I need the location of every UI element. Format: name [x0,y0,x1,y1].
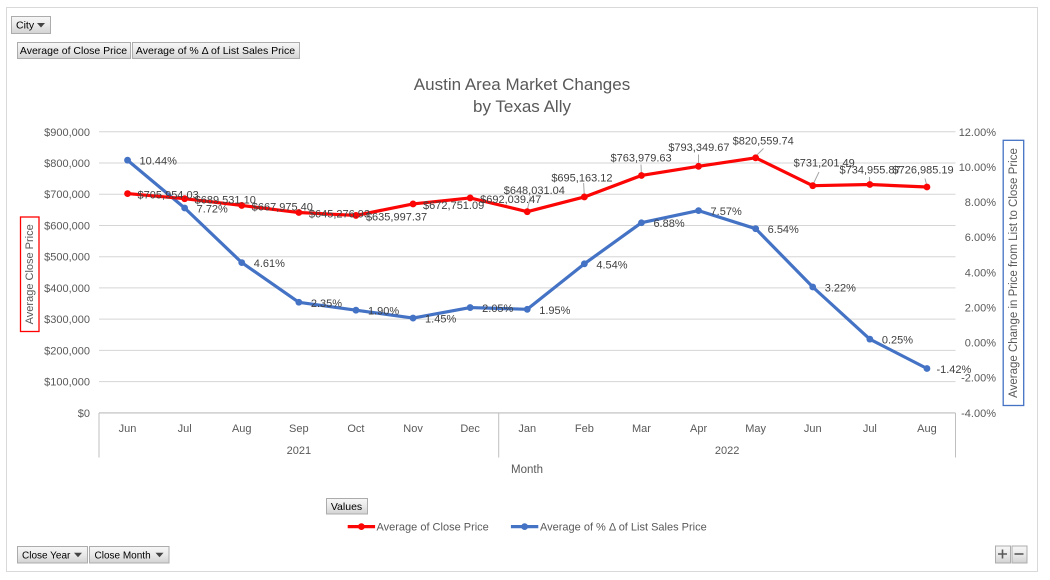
svg-text:1.95%: 1.95% [539,305,570,317]
svg-text:Jun: Jun [119,423,137,435]
svg-text:Average Close Price: Average Close Price [24,224,36,324]
svg-text:$734,955.87: $734,955.87 [840,165,901,177]
svg-text:12.00%: 12.00% [959,127,997,139]
svg-text:2.05%: 2.05% [482,303,513,315]
svg-text:2021: 2021 [287,445,311,457]
svg-text:City: City [16,20,35,32]
svg-text:2.00%: 2.00% [965,302,996,314]
svg-text:Average of % Δ of List Sales P: Average of % Δ of List Sales Price [540,522,707,534]
svg-text:$500,000: $500,000 [44,252,90,264]
svg-text:4.54%: 4.54% [596,259,627,271]
svg-text:Average of Close Price: Average of Close Price [377,522,489,534]
svg-text:$0: $0 [78,408,90,420]
svg-text:$648,031.04: $648,031.04 [504,185,565,197]
svg-text:Jul: Jul [178,423,192,435]
svg-text:Jan: Jan [518,423,536,435]
svg-text:$820,559.74: $820,559.74 [733,136,794,148]
svg-text:$692,039.47: $692,039.47 [480,194,541,206]
svg-text:Close Year: Close Year [22,550,71,561]
svg-text:Feb: Feb [575,423,594,435]
svg-text:6.88%: 6.88% [653,218,684,230]
svg-text:1.45%: 1.45% [425,314,456,326]
svg-text:1.90%: 1.90% [368,306,399,318]
svg-text:Average of Close Price: Average of Close Price [20,45,127,57]
svg-text:Values: Values [331,501,362,513]
svg-text:$695,163.12: $695,163.12 [551,173,612,185]
svg-text:0.00%: 0.00% [965,338,996,350]
svg-text:$689,531.10: $689,531.10 [195,195,256,207]
svg-text:$667,975.40: $667,975.40 [252,201,313,213]
svg-text:Oct: Oct [347,423,364,435]
svg-text:$635,997.37: $635,997.37 [366,211,427,223]
svg-text:-1.42%: -1.42% [936,364,971,376]
svg-text:$400,000: $400,000 [44,283,90,295]
svg-text:10.00%: 10.00% [959,162,997,174]
svg-text:$700,000: $700,000 [44,189,90,201]
svg-text:-2.00%: -2.00% [961,373,996,385]
svg-text:$726,985.19: $726,985.19 [893,165,954,177]
svg-text:-4.00%: -4.00% [961,408,996,420]
svg-text:Nov: Nov [403,423,423,435]
svg-text:$645,276.93: $645,276.93 [309,209,370,221]
svg-text:0.25%: 0.25% [882,335,913,347]
svg-text:4.61%: 4.61% [254,258,285,270]
svg-text:$200,000: $200,000 [44,345,90,357]
svg-text:2022: 2022 [715,445,739,457]
svg-text:7.72%: 7.72% [197,203,228,215]
svg-text:$300,000: $300,000 [44,314,90,326]
svg-text:Aug: Aug [232,423,252,435]
svg-text:Austin Area Market Changes: Austin Area Market Changes [414,75,630,94]
svg-text:Mar: Mar [632,423,651,435]
svg-text:8.00%: 8.00% [965,197,996,209]
svg-text:$672,751.09: $672,751.09 [423,200,484,212]
svg-text:$731,201.49: $731,201.49 [794,157,855,169]
svg-text:by Texas Ally: by Texas Ally [473,97,571,116]
svg-text:Average Change in Price from L: Average Change in Price from List to Clo… [1008,148,1020,398]
svg-text:10.44%: 10.44% [140,156,178,168]
svg-text:$705,954.03: $705,954.03 [138,190,199,202]
svg-text:Dec: Dec [460,423,480,435]
svg-text:4.00%: 4.00% [965,267,996,279]
svg-text:3.22%: 3.22% [825,283,856,295]
svg-text:Sep: Sep [289,423,309,435]
svg-text:Jul: Jul [863,423,877,435]
svg-text:Month: Month [511,464,543,476]
svg-text:7.57%: 7.57% [711,206,742,218]
svg-text:Aug: Aug [917,423,937,435]
svg-text:$793,349.67: $793,349.67 [668,142,729,154]
svg-text:Jun: Jun [804,423,822,435]
svg-text:Apr: Apr [690,423,707,435]
svg-text:$100,000: $100,000 [44,377,90,389]
svg-text:$600,000: $600,000 [44,220,90,232]
svg-text:$763,979.63: $763,979.63 [611,153,672,165]
svg-text:Average of % Δ of List Sales P: Average of % Δ of List Sales Price [136,45,295,57]
svg-text:6.00%: 6.00% [965,232,996,244]
svg-text:$900,000: $900,000 [44,127,90,139]
svg-text:$800,000: $800,000 [44,158,90,170]
svg-text:May: May [745,423,766,435]
svg-text:6.54%: 6.54% [768,224,799,236]
svg-text:Close Month: Close Month [95,550,151,561]
svg-text:2.35%: 2.35% [311,298,342,310]
